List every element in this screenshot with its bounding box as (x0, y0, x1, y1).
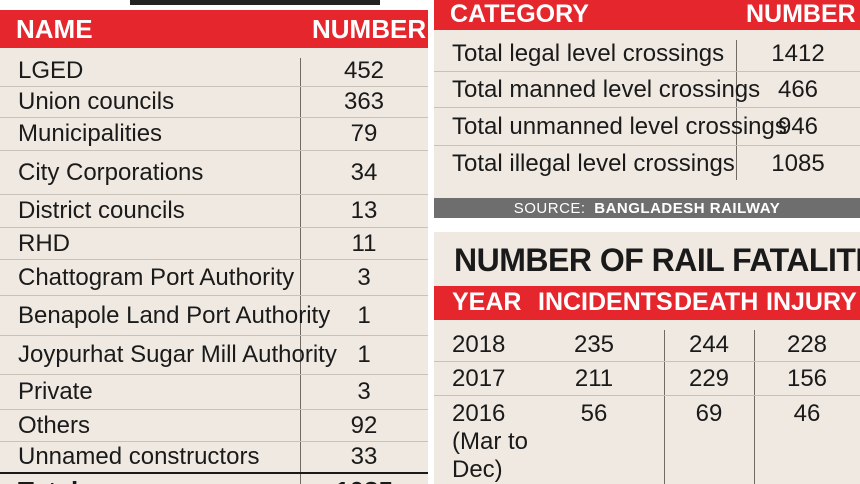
row-injury: 156 (786, 364, 828, 392)
row-number: 1085 (771, 150, 825, 177)
row-year: 2018 (452, 330, 506, 358)
row-number: 79 (350, 120, 378, 147)
row-category: Total illegal level crossings (452, 150, 735, 177)
row-number: 11 (351, 229, 377, 257)
row-year-note: (Mar to (452, 428, 529, 455)
source-prefix: SOURCE: (513, 199, 591, 217)
row-number: 13 (350, 197, 378, 224)
fatalities-title: NUMBER OF RAIL FATALITIES (454, 242, 860, 278)
row-year: 2016 (452, 400, 506, 427)
row-death: 69 (695, 400, 723, 427)
row-number: 946 (777, 112, 819, 140)
row-injury: 228 (786, 330, 828, 358)
source-bar: SOURCE: BANGLADESH RAILWAY (434, 198, 860, 218)
header-name: NAME (16, 14, 93, 44)
table-row: Unnamed constructors 33 (0, 442, 428, 474)
cut-off-title-ink (130, 0, 380, 5)
row-category: Total manned level crossings (452, 75, 761, 103)
table-row: Others 92 (0, 410, 428, 442)
table-row: LGED 452 (0, 56, 428, 87)
left-column-divider (300, 58, 301, 484)
table-row: Union councils 363 (0, 87, 428, 118)
row-number: 3 (357, 263, 371, 291)
row-year-note: Dec) (452, 456, 503, 483)
total-label: Total (18, 476, 78, 484)
row-name: Others (18, 411, 91, 439)
header-injury: INJURY (766, 288, 857, 316)
header-number: NUMBER (312, 14, 427, 44)
rail-fatalities-panel: NUMBER OF RAIL FATALITIES YEAR INCIDENTS… (434, 232, 860, 484)
table-row: Joypurhat Sugar Mill Authority 1 (0, 336, 428, 375)
fatalities-divider-2 (754, 330, 755, 484)
table-row: Benapole Land Port Authority 1 (0, 296, 428, 336)
row-name: RHD (18, 229, 70, 257)
table-row: 2016 (Mar to Dec) 56 69 46 (434, 396, 860, 484)
row-name: Benapole Land Port Authority (18, 301, 331, 329)
table-row: 2018 235 244 228 (434, 328, 860, 362)
row-name: Unnamed constructors (18, 443, 260, 470)
table-row: Private 3 (0, 375, 428, 410)
row-number: 3 (357, 378, 371, 405)
table-row: Total unmanned level crossings 946 (434, 108, 860, 146)
row-number: 466 (777, 75, 819, 103)
left-table-header: NAME NUMBER (0, 10, 428, 48)
table-row: District councils 13 (0, 195, 428, 228)
row-category: Total unmanned level crossings (452, 112, 787, 140)
row-number: 1 (357, 341, 371, 368)
row-year: 2017 (452, 364, 506, 392)
row-number: 92 (350, 411, 378, 439)
cut-off-title-strip (0, 0, 428, 10)
source-name: BANGLADESH RAILWAY (594, 199, 781, 217)
crossings-table-header: CATEGORY NUMBER (434, 0, 860, 30)
table-row: RHD 11 (0, 228, 428, 260)
header-incidents: INCIDENTS (538, 288, 673, 316)
table-row: City Corporations 34 (0, 151, 428, 195)
row-name: District councils (18, 197, 185, 224)
row-name: Joypurhat Sugar Mill Authority (18, 341, 337, 368)
row-number: 452 (343, 57, 385, 84)
row-death: 244 (688, 330, 730, 358)
table-row: Total legal level crossings 1412 (434, 36, 860, 72)
row-incidents: 211 (574, 364, 614, 392)
row-number: 33 (350, 443, 378, 470)
row-death: 229 (688, 364, 730, 392)
fatalities-table-header: YEAR INCIDENTS DEATH INJURY (434, 286, 860, 320)
row-number: 1 (357, 301, 371, 329)
header-number: NUMBER (746, 0, 856, 28)
table-row: Municipalities 79 (0, 118, 428, 151)
header-year: YEAR (452, 288, 522, 316)
row-name: Municipalities (18, 120, 163, 147)
row-name: City Corporations (18, 158, 204, 186)
header-death: DEATH (674, 288, 759, 316)
row-year-block: 2016 (Mar to Dec) (452, 400, 528, 484)
table-row: Total manned level crossings 466 (434, 72, 860, 108)
row-category: Total legal level crossings (452, 39, 725, 67)
total-number: 1085 (300, 476, 428, 484)
row-name: Union councils (18, 88, 175, 115)
row-injury: 46 (793, 400, 821, 427)
level-crossings-panel: CATEGORY NUMBER Total legal level crossi… (434, 0, 860, 198)
header-category: CATEGORY (450, 0, 589, 28)
row-number: 1412 (771, 39, 825, 67)
row-name: Private (18, 378, 93, 405)
row-incidents: 56 (580, 400, 608, 427)
crossings-column-divider (736, 40, 737, 180)
row-name: LGED (18, 57, 84, 84)
level-crossing-builders-panel: NAME NUMBER LGED 452 Union councils 363 … (0, 0, 428, 484)
row-incidents: 235 (573, 330, 615, 358)
row-name: Chattogram Port Authority (18, 263, 295, 291)
total-row: Total 1085 (0, 476, 428, 484)
table-row: Chattogram Port Authority 3 (0, 260, 428, 296)
table-row: 2017 211 229 156 (434, 362, 860, 396)
table-row: Total illegal level crossings 1085 (434, 146, 860, 182)
row-number: 363 (343, 88, 385, 115)
fatalities-divider-1 (664, 330, 665, 484)
row-number: 34 (350, 158, 378, 186)
